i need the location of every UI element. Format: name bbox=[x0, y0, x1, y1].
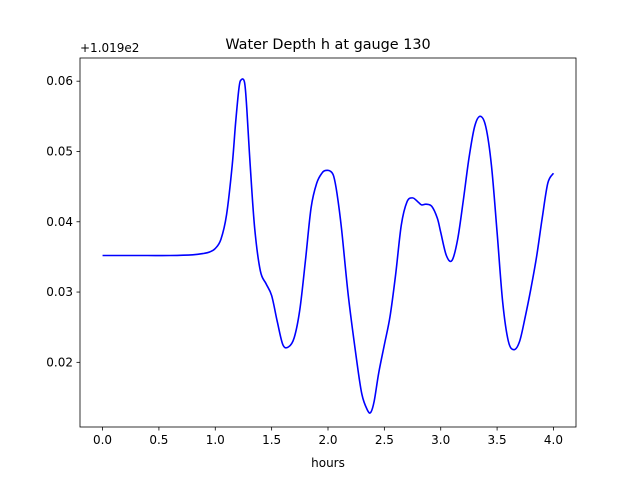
x-tick-label: 3.5 bbox=[488, 433, 507, 447]
y-tick-label: 0.03 bbox=[46, 285, 73, 299]
x-tick-label: 4.0 bbox=[544, 433, 563, 447]
y-tick-label: 0.06 bbox=[46, 74, 73, 88]
x-tick-label: 0.5 bbox=[149, 433, 168, 447]
x-tick-label: 2.0 bbox=[318, 433, 337, 447]
y-offset-label: +1.019e2 bbox=[80, 41, 139, 55]
x-tick-label: 3.0 bbox=[431, 433, 450, 447]
x-tick-label: 1.0 bbox=[206, 433, 225, 447]
chart-title: Water Depth h at gauge 130 bbox=[225, 37, 430, 53]
y-axis: 0.02 0.03 0.04 0.05 0.06 bbox=[46, 74, 80, 369]
x-tick-label: 2.5 bbox=[375, 433, 394, 447]
x-axis: 0.0 0.5 1.0 1.5 2.0 2.5 3.0 3.5 4.0 bbox=[93, 427, 563, 447]
y-tick-label: 0.05 bbox=[46, 144, 73, 158]
x-tick-label: 1.5 bbox=[262, 433, 281, 447]
series-line bbox=[102, 78, 555, 414]
series-layer bbox=[102, 78, 555, 414]
x-tick-label: 0.0 bbox=[93, 433, 112, 447]
x-axis-label: hours bbox=[311, 456, 345, 470]
y-tick-label: 0.04 bbox=[46, 215, 73, 229]
y-tick-label: 0.02 bbox=[46, 355, 73, 369]
